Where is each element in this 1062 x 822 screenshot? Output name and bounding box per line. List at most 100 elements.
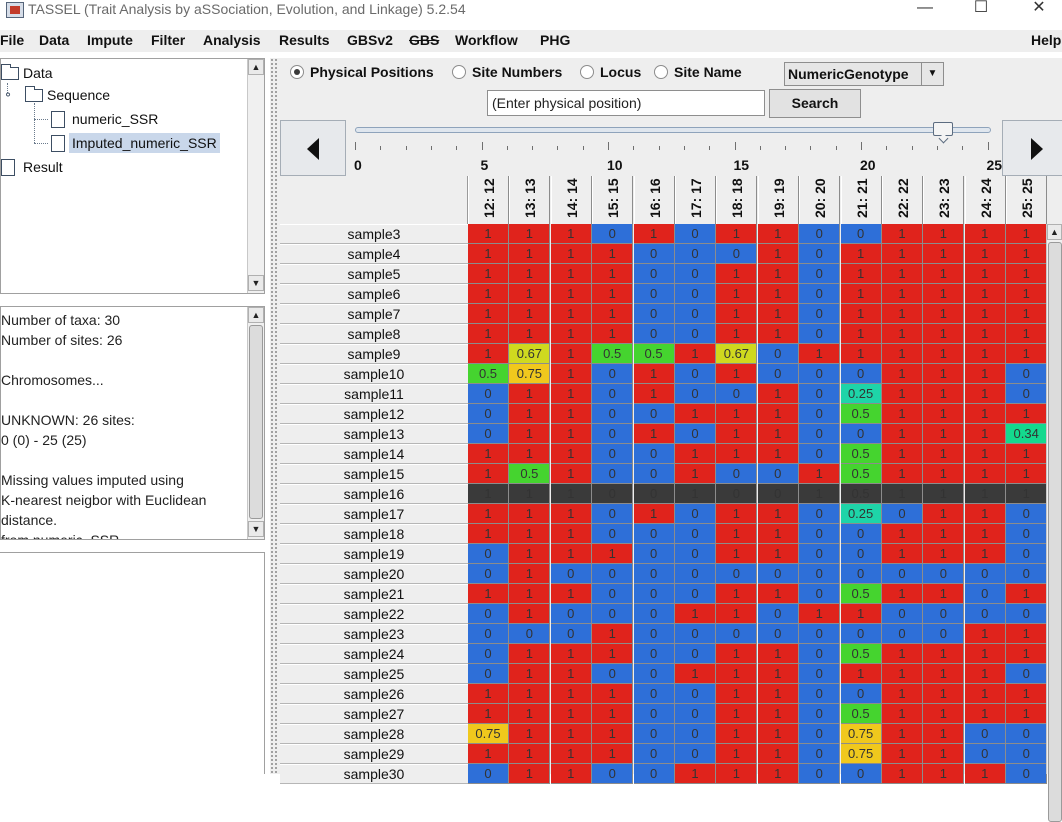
genotype-cell[interactable]: 0 [882, 624, 923, 644]
genotype-cell[interactable]: 1 [509, 644, 551, 664]
genotype-cell[interactable]: 0 [633, 464, 675, 484]
genotype-cell[interactable]: 1 [964, 284, 1006, 304]
genotype-cell[interactable]: 0 [716, 564, 758, 584]
genotype-cell[interactable]: 1 [633, 504, 675, 524]
column-header[interactable]: 24: 24 [964, 176, 1006, 224]
genotype-cell[interactable]: 1 [509, 684, 551, 704]
genotype-cell[interactable]: 0 [675, 384, 716, 404]
scroll-down-icon[interactable]: ▼ [248, 521, 264, 537]
genotype-cell[interactable]: 1 [716, 504, 758, 524]
genotype-cell[interactable]: 1 [716, 704, 758, 724]
menu-analysis[interactable]: Analysis [203, 32, 261, 48]
genotype-cell[interactable]: 1 [1006, 444, 1048, 464]
close-button[interactable]: ✕ [1032, 0, 1046, 16]
tree-node-data[interactable]: Data [1, 63, 241, 83]
genotype-cell[interactable]: 0 [675, 284, 716, 304]
genotype-cell[interactable]: 0 [675, 364, 716, 384]
genotype-cell[interactable]: 0 [840, 364, 882, 384]
genotype-cell[interactable]: 1 [757, 644, 799, 664]
genotype-cell[interactable]: 0 [592, 364, 634, 384]
genotype-cell[interactable]: 0 [509, 624, 551, 644]
genotype-cell[interactable]: 1 [757, 324, 799, 344]
genotype-cell[interactable]: 1 [923, 244, 965, 264]
genotype-cell[interactable]: 1 [675, 404, 716, 424]
genotype-cell[interactable]: 1 [799, 484, 841, 504]
genotype-cell[interactable]: 1 [550, 684, 592, 704]
genotype-cell[interactable]: 1 [633, 424, 675, 444]
genotype-cell[interactable]: 0 [882, 604, 923, 624]
genotype-cell[interactable]: 1 [509, 564, 551, 584]
genotype-cell[interactable]: 1 [633, 364, 675, 384]
genotype-cell[interactable]: 0 [675, 744, 716, 764]
genotype-cell[interactable]: 1 [716, 684, 758, 704]
genotype-cell[interactable]: 0 [633, 264, 675, 284]
genotype-cell[interactable]: 1 [716, 304, 758, 324]
genotype-cell[interactable]: 1 [882, 304, 923, 324]
genotype-cell[interactable]: 1 [923, 764, 965, 784]
genotype-cell[interactable]: 0 [633, 624, 675, 644]
genotype-cell[interactable]: 0 [799, 264, 841, 284]
genotype-cell[interactable]: 1 [923, 284, 965, 304]
genotype-cell[interactable]: 0 [675, 224, 716, 244]
genotype-cell[interactable]: 0 [716, 384, 758, 404]
genotype-cell[interactable]: 1 [716, 644, 758, 664]
genotype-cell[interactable]: 0 [757, 464, 799, 484]
genotype-cell[interactable]: 1 [550, 464, 592, 484]
genotype-cell[interactable]: 1 [1006, 484, 1048, 504]
genotype-cell[interactable]: 0 [1006, 604, 1048, 624]
genotype-cell[interactable]: 1 [757, 544, 799, 564]
genotype-cell[interactable]: 1 [592, 244, 634, 264]
genotype-cell[interactable]: 0 [799, 564, 841, 584]
genotype-cell[interactable]: 1 [757, 384, 799, 404]
genotype-cell[interactable]: 0 [675, 424, 716, 444]
genotype-cell[interactable]: 0 [592, 224, 634, 244]
row-header[interactable]: sample15 [280, 464, 468, 484]
genotype-cell[interactable]: 1 [882, 544, 923, 564]
genotype-cell[interactable]: 1 [964, 504, 1006, 524]
genotype-cell[interactable]: 0 [799, 424, 841, 444]
genotype-cell[interactable]: 0 [840, 624, 882, 644]
genotype-cell[interactable]: 0 [840, 564, 882, 584]
genotype-cell[interactable]: 1 [550, 704, 592, 724]
row-header[interactable]: sample18 [280, 524, 468, 544]
genotype-cell[interactable]: 1 [882, 464, 923, 484]
genotype-cell[interactable]: 1 [964, 664, 1006, 684]
genotype-cell[interactable]: 0 [592, 384, 634, 404]
genotype-cell[interactable]: 1 [550, 724, 592, 744]
tree-node-numeric-ssr[interactable]: numeric_SSR [1, 109, 241, 129]
genotype-cell[interactable]: 0 [675, 504, 716, 524]
genotype-cell[interactable]: 1 [1006, 704, 1048, 724]
genotype-cell[interactable]: 1 [550, 404, 592, 424]
genotype-cell[interactable]: 1 [468, 284, 509, 304]
genotype-cell[interactable]: 1 [592, 644, 634, 664]
genotype-cell[interactable]: 1 [675, 464, 716, 484]
genotype-cell[interactable]: 1 [882, 484, 923, 504]
genotype-cell[interactable]: 0 [592, 504, 634, 524]
genotype-cell[interactable]: 1 [509, 584, 551, 604]
genotype-cell[interactable]: 1 [923, 544, 965, 564]
genotype-cell[interactable]: 1 [923, 364, 965, 384]
genotype-cell[interactable]: 1 [757, 444, 799, 464]
genotype-cell[interactable]: 0.5 [509, 464, 551, 484]
genotype-cell[interactable]: 0 [716, 244, 758, 264]
genotype-cell[interactable]: 0 [592, 444, 634, 464]
genotype-cell[interactable]: 1 [923, 404, 965, 424]
genotype-cell[interactable]: 0 [799, 404, 841, 424]
genotype-cell[interactable]: 1 [923, 424, 965, 444]
genotype-cell[interactable]: 1 [799, 344, 841, 364]
genotype-cell[interactable]: 0.5 [468, 364, 509, 384]
menu-results[interactable]: Results [279, 32, 330, 48]
genotype-cell[interactable]: 1 [923, 464, 965, 484]
genotype-cell[interactable]: 1 [675, 484, 716, 504]
genotype-cell[interactable]: 1 [882, 444, 923, 464]
genotype-cell[interactable]: 1 [675, 444, 716, 464]
genotype-cell[interactable]: 1 [716, 524, 758, 544]
genotype-cell[interactable]: 1 [509, 524, 551, 544]
genotype-cell[interactable]: 1 [509, 604, 551, 624]
genotype-cell[interactable]: 1 [675, 764, 716, 784]
genotype-cell[interactable]: 1 [716, 284, 758, 304]
genotype-cell[interactable]: 0 [923, 624, 965, 644]
genotype-cell[interactable]: 0 [633, 284, 675, 304]
genotype-cell[interactable]: 1 [468, 264, 509, 284]
column-header[interactable]: 15: 15 [592, 176, 634, 224]
